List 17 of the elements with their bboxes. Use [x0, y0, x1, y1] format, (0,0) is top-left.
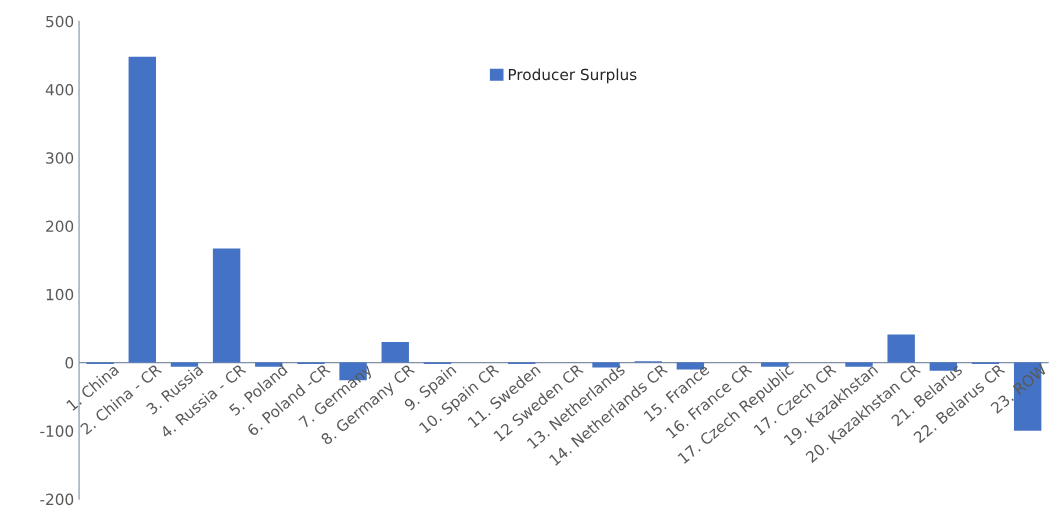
y-tick-label: 500 — [46, 15, 74, 28]
y-tick-label: -100 — [40, 425, 74, 437]
y-tick-label: 200 — [46, 220, 74, 233]
bar — [760, 362, 789, 367]
y-tick-label: 300 — [46, 152, 74, 164]
bar — [887, 334, 915, 363]
y-tick-label: 100 — [46, 288, 74, 301]
y-tick-label: 0 — [65, 357, 74, 369]
legend-label: Producer Surplus — [508, 68, 637, 84]
y-tick-label: -200 — [40, 493, 74, 506]
bar — [255, 362, 283, 367]
bar — [381, 342, 409, 363]
bar — [212, 248, 241, 363]
y-tick-label: 400 — [45, 83, 74, 96]
bar — [128, 56, 156, 363]
bar — [845, 362, 873, 367]
bar — [170, 362, 199, 367]
